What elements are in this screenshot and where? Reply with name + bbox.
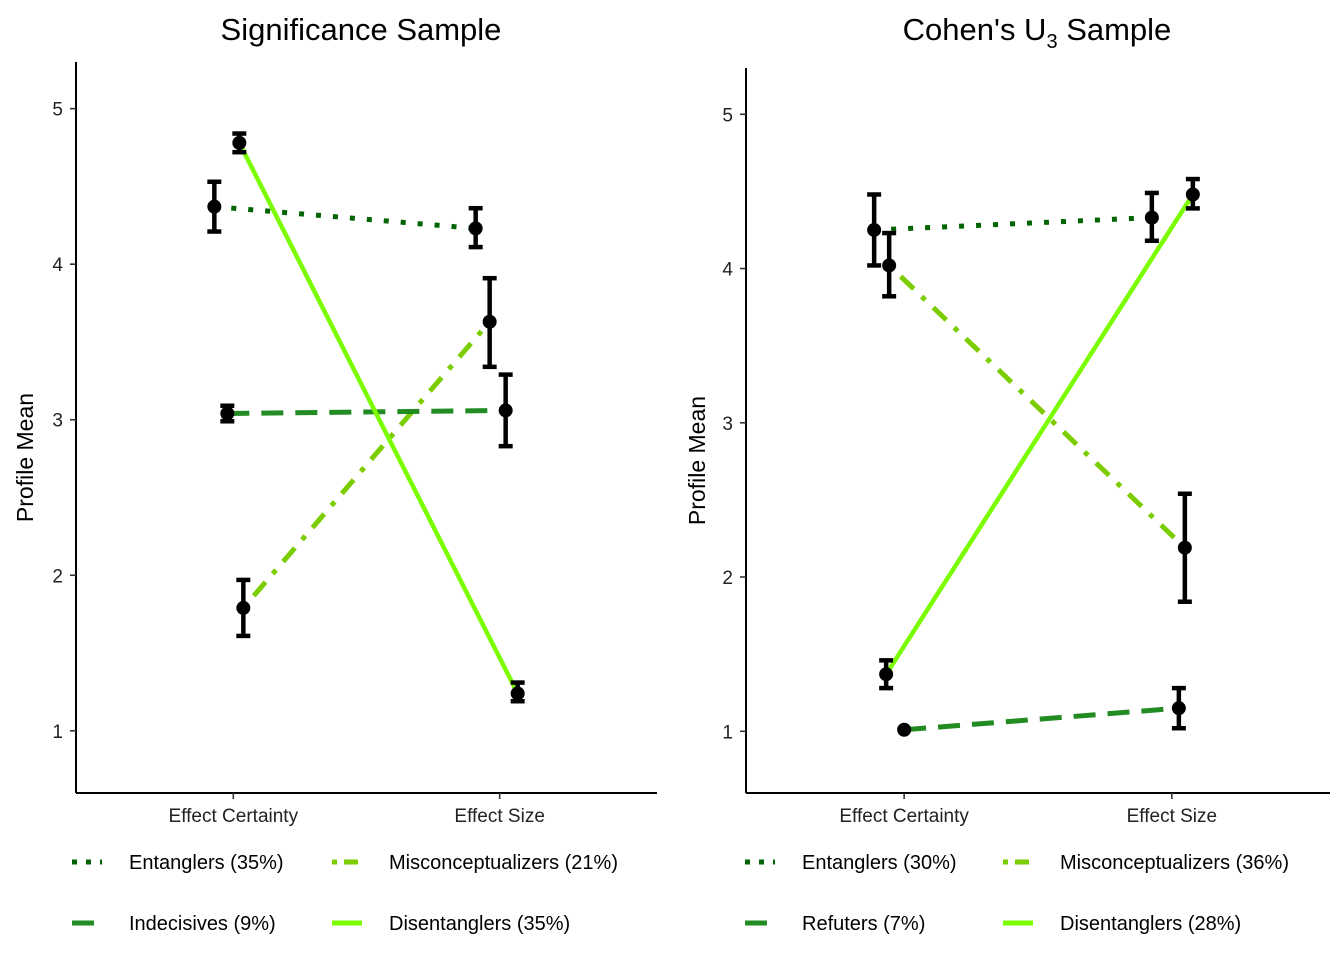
y-tick-label: 4 — [52, 255, 63, 276]
y-axis-label: Profile Mean — [684, 396, 710, 525]
data-point — [510, 686, 525, 701]
data-point — [236, 600, 251, 615]
legend-label-2: Misconceptualizers (36%) — [1060, 852, 1289, 874]
series-line-3 — [227, 407, 506, 417]
y-tick-label: 4 — [722, 260, 733, 281]
x-tick-label: Effect Size — [1127, 806, 1217, 827]
y-tick-label: 2 — [722, 568, 733, 589]
x-tick-label: Effect Certainty — [839, 806, 969, 827]
y-tick-label: 1 — [722, 722, 733, 743]
legend-label-1: Entanglers (35%) — [129, 852, 284, 874]
data-point — [498, 403, 513, 418]
data-point — [897, 722, 912, 737]
data-point — [1144, 210, 1159, 225]
data-point — [207, 199, 222, 214]
y-tick-label: 5 — [52, 100, 63, 121]
data-point — [1177, 540, 1192, 555]
y-tick-label: 2 — [52, 566, 63, 587]
data-point — [468, 221, 483, 236]
data-point — [867, 222, 882, 237]
title-part: Cohen's U — [903, 12, 1047, 47]
y-tick-label: 1 — [52, 722, 63, 743]
series-line-1 — [874, 215, 1152, 233]
title-subscript: 3 — [1046, 31, 1057, 53]
legend-label-4: Disentanglers (35%) — [389, 913, 570, 935]
legend-label-3: Refuters (7%) — [802, 913, 925, 935]
chart-title: Cohen's U3 Sample — [903, 12, 1172, 53]
series-line-4 — [237, 141, 520, 695]
chart-panel-1: Significance Sample 1 2 3 4 5 Effect Certainty… — [12, 12, 657, 935]
data-point — [482, 314, 497, 329]
series-line-3 — [903, 705, 1180, 733]
series-line-2 — [887, 263, 1187, 550]
data-point — [1185, 187, 1200, 202]
series-line-2 — [241, 320, 492, 610]
chart-title: Significance Sample — [221, 12, 502, 47]
y-axis-label: Profile Mean — [12, 393, 38, 522]
legend-label-4: Disentanglers (28%) — [1060, 913, 1241, 935]
data-point — [232, 135, 247, 150]
series-line-4 — [884, 193, 1195, 676]
data-point — [882, 258, 897, 273]
legend-label-3: Indecisives (9%) — [129, 913, 276, 935]
data-point — [220, 406, 235, 421]
x-tick-label: Effect Certainty — [169, 806, 299, 827]
data-point — [879, 667, 894, 682]
y-tick-label: 5 — [722, 105, 733, 126]
y-tick-label: 3 — [722, 414, 733, 435]
data-point — [1171, 701, 1186, 716]
series-line-1 — [214, 204, 476, 231]
legend-label-2: Misconceptualizers (21%) — [389, 852, 618, 874]
x-tick-label: Effect Size — [454, 806, 544, 827]
legend-label-1: Entanglers (30%) — [802, 852, 957, 874]
y-tick-label: 3 — [52, 411, 63, 432]
title-part: Sample — [1058, 12, 1172, 47]
